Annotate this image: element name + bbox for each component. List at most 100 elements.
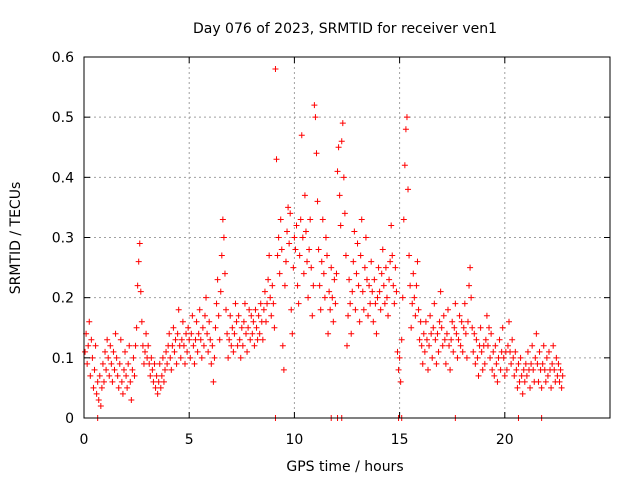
data-point: [250, 318, 257, 325]
data-point: [514, 384, 521, 391]
data-point: [235, 312, 242, 319]
data-point: [169, 342, 176, 349]
data-point: [500, 354, 507, 361]
data-point: [494, 378, 501, 385]
data-point: [477, 324, 484, 331]
data-point: [416, 336, 423, 343]
data-point: [120, 366, 127, 373]
data-point: [401, 162, 408, 169]
data-point: [454, 354, 461, 361]
data-point: [171, 348, 178, 355]
data-point: [108, 360, 115, 367]
data-point: [124, 384, 131, 391]
data-point: [289, 330, 296, 337]
data-point: [399, 294, 406, 301]
data-point: [430, 324, 437, 331]
data-point: [234, 342, 241, 349]
data-point: [322, 234, 329, 241]
data-point: [543, 354, 550, 361]
data-point: [464, 318, 471, 325]
data-point: [414, 258, 421, 265]
data-point: [433, 360, 440, 367]
data-point: [297, 216, 304, 223]
data-point: [523, 372, 530, 379]
data-point: [207, 336, 214, 343]
data-point: [139, 342, 146, 349]
data-point: [394, 348, 401, 355]
data-point: [224, 330, 231, 337]
data-point: [245, 324, 252, 331]
data-point: [346, 276, 353, 283]
data-point: [499, 324, 506, 331]
data-point: [386, 276, 393, 283]
data-point: [98, 384, 105, 391]
data-point: [452, 300, 459, 307]
data-point: [205, 348, 212, 355]
data-point: [461, 300, 468, 307]
data-point: [136, 240, 143, 247]
data-point: [368, 258, 375, 265]
data-point: [515, 360, 522, 367]
data-point: [109, 378, 116, 385]
data-point: [339, 120, 346, 127]
data-point: [86, 318, 93, 325]
data-point: [446, 342, 453, 349]
data-point: [490, 348, 497, 355]
data-point: [313, 150, 320, 157]
data-point: [260, 306, 267, 313]
data-point: [321, 294, 328, 301]
data-point: [164, 360, 171, 367]
data-point: [535, 378, 542, 385]
data-point: [291, 234, 298, 241]
data-point: [436, 318, 443, 325]
data-point: [545, 348, 552, 355]
data-point: [544, 372, 551, 379]
data-point: [398, 336, 405, 343]
data-point: [385, 312, 392, 319]
data-point: [233, 318, 240, 325]
data-point: [495, 354, 502, 361]
data-point: [281, 282, 288, 289]
data-point: [227, 312, 234, 319]
data-point: [471, 330, 478, 337]
data-point: [135, 258, 142, 265]
data-point: [473, 336, 480, 343]
data-point: [522, 360, 529, 367]
data-point: [369, 288, 376, 295]
data-point: [421, 348, 428, 355]
data-point: [456, 312, 463, 319]
data-point: [256, 330, 263, 337]
data-point: [127, 378, 134, 385]
data-point: [181, 360, 188, 367]
data-point: [244, 348, 251, 355]
data-point: [427, 312, 434, 319]
data-point: [549, 360, 556, 367]
data-point: [271, 324, 278, 331]
data-point: [444, 306, 451, 313]
data-point: [230, 348, 237, 355]
data-point: [285, 204, 292, 211]
data-point: [419, 360, 426, 367]
data-point: [380, 282, 387, 289]
data-point: [162, 366, 169, 373]
data-point: [206, 318, 213, 325]
data-point: [320, 270, 327, 277]
data-point: [104, 336, 111, 343]
data-point: [236, 336, 243, 343]
data-point: [478, 348, 485, 355]
y-tick-label: 0.4: [52, 170, 74, 186]
data-point: [277, 216, 284, 223]
data-point: [492, 342, 499, 349]
data-point: [482, 336, 489, 343]
data-point: [118, 378, 125, 385]
data-point: [447, 366, 454, 373]
data-point: [267, 294, 274, 301]
data-point: [463, 354, 470, 361]
data-point: [97, 402, 104, 409]
data-point: [240, 318, 247, 325]
data-point: [529, 342, 536, 349]
data-point: [196, 306, 203, 313]
data-point: [325, 330, 332, 337]
data-point: [288, 306, 295, 313]
